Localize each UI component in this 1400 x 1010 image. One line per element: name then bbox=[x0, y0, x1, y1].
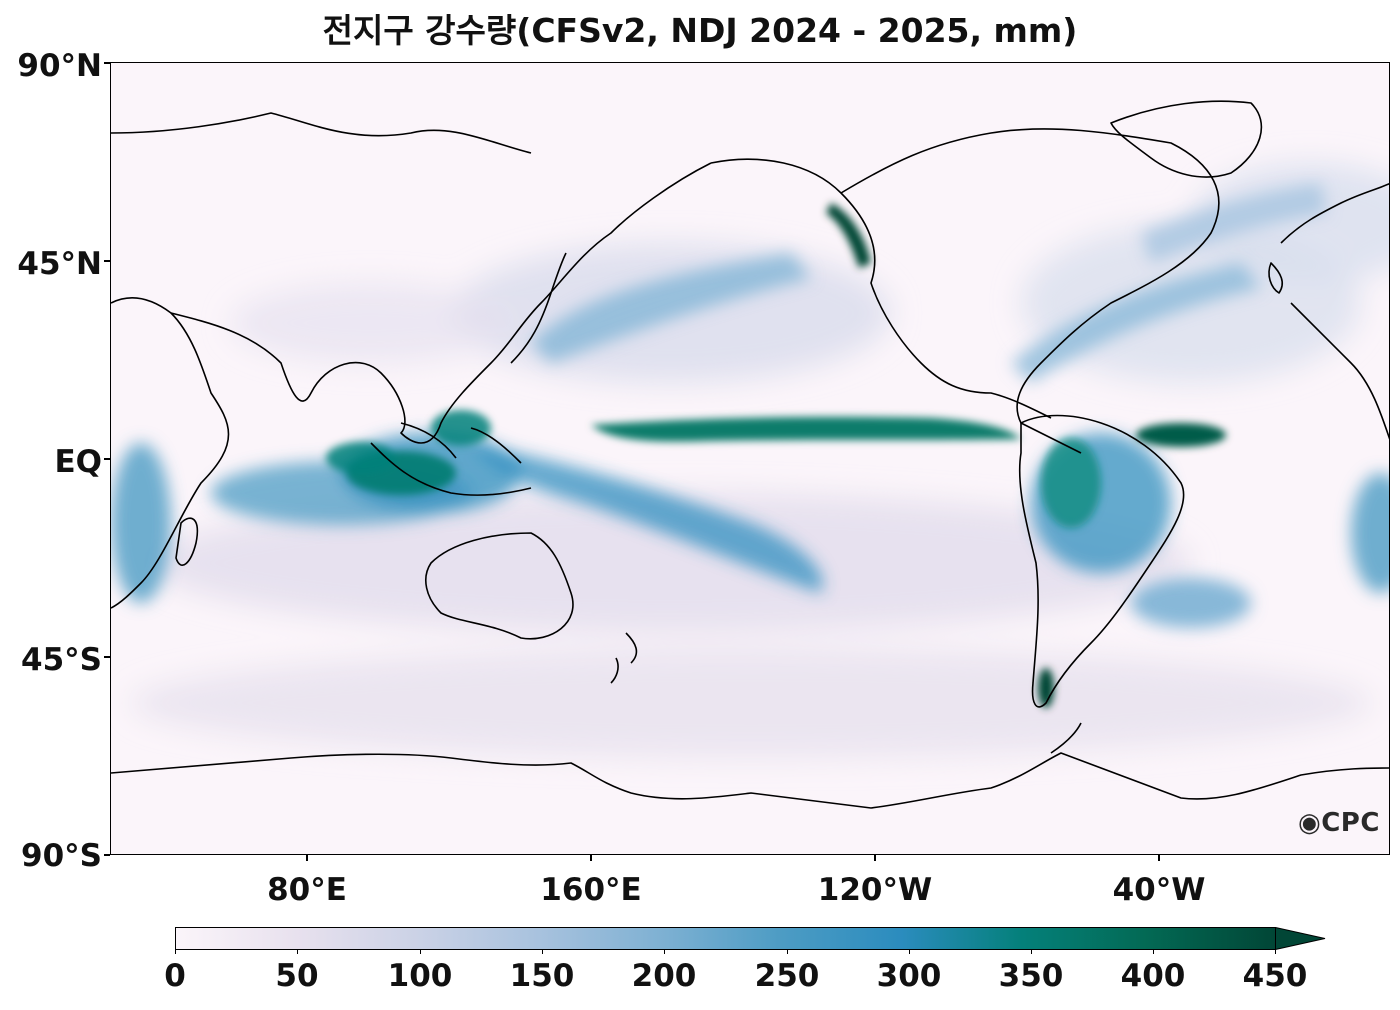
lon-tick bbox=[306, 855, 308, 861]
map-title: 전지구 강수량(CFSv2, NDJ 2024 - 2025, mm) bbox=[322, 11, 1078, 50]
colorbar-label-100: 100 bbox=[387, 958, 453, 994]
lat-label-eq: EQ bbox=[54, 444, 102, 480]
colorbar-tick bbox=[420, 949, 421, 954]
rain-moderate-layer bbox=[111, 183, 1389, 628]
lat-tick bbox=[104, 854, 110, 856]
lat-label-90n: 90°N bbox=[17, 48, 102, 84]
colorbar-tick bbox=[175, 949, 176, 954]
logo-mark-icon: ◉ bbox=[1298, 808, 1322, 838]
lon-label-160e: 160°E bbox=[540, 872, 642, 908]
lat-tick bbox=[104, 656, 110, 658]
lat-label-45s: 45°S bbox=[21, 642, 102, 678]
lat-label-90s: 90°S bbox=[21, 838, 102, 874]
rain-light-layer bbox=[131, 163, 1389, 758]
colorbar-label-150: 150 bbox=[509, 958, 575, 994]
colorbar-tick bbox=[297, 949, 298, 954]
colorbar-tick bbox=[909, 949, 910, 954]
colorbar-label-350: 350 bbox=[998, 958, 1064, 994]
lon-label-80e: 80°E bbox=[267, 872, 347, 908]
lon-tick bbox=[874, 855, 876, 861]
colorbar-label-250: 250 bbox=[754, 958, 820, 994]
colorbar-tick bbox=[1031, 949, 1032, 954]
colorbar-label-200: 200 bbox=[631, 958, 697, 994]
colorbar-tick bbox=[1275, 949, 1276, 954]
colorbar-extend-arrow bbox=[1275, 926, 1326, 951]
precipitation-map bbox=[110, 62, 1390, 855]
colorbar-label-450: 450 bbox=[1242, 958, 1308, 994]
colorbar-label-50: 50 bbox=[275, 958, 319, 994]
colorbar bbox=[175, 926, 1327, 955]
colorbar-tick bbox=[542, 949, 543, 954]
cpc-logo: ◉CPC bbox=[1298, 808, 1380, 838]
lon-label-40w: 40°W bbox=[1112, 872, 1206, 908]
lat-tick bbox=[104, 458, 110, 460]
lat-label-45n: 45°N bbox=[17, 246, 102, 282]
colorbar-tick bbox=[787, 949, 788, 954]
colorbar-tick bbox=[1153, 949, 1154, 954]
lon-tick bbox=[590, 855, 592, 861]
lon-tick bbox=[1158, 855, 1160, 861]
lon-label-120w: 120°W bbox=[817, 872, 933, 908]
rain-heavy-layer bbox=[326, 203, 1226, 708]
coastlines bbox=[111, 100, 1389, 809]
colorbar-label-300: 300 bbox=[876, 958, 942, 994]
lat-tick bbox=[104, 62, 110, 64]
colorbar-gradient bbox=[175, 927, 1276, 950]
lat-tick bbox=[104, 260, 110, 262]
colorbar-label-0: 0 bbox=[164, 958, 186, 994]
colorbar-tick bbox=[664, 949, 665, 954]
colorbar-label-400: 400 bbox=[1120, 958, 1186, 994]
